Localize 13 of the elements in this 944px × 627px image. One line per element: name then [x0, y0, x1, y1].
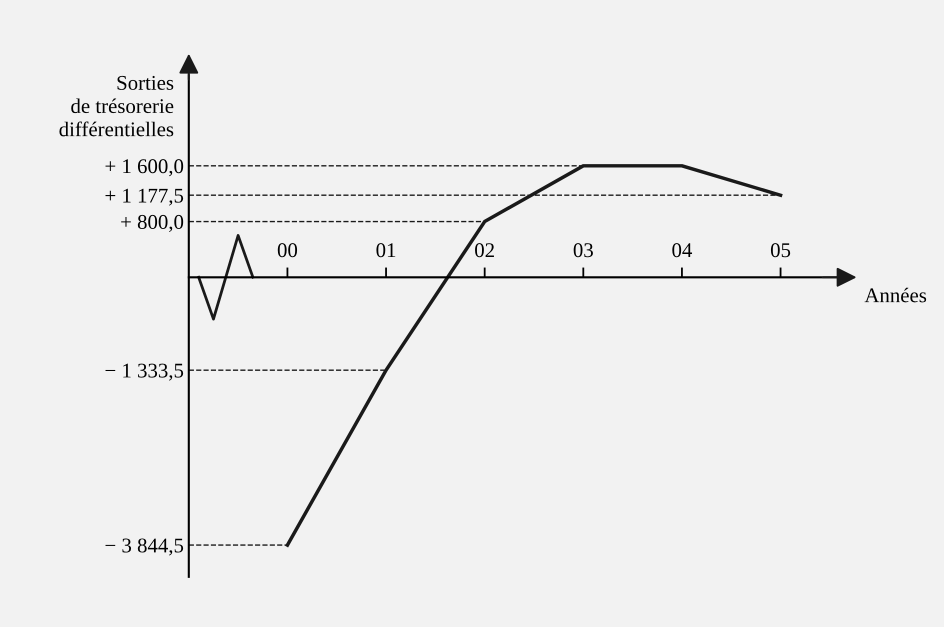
y-tick-label: + 1 177,5	[106, 188, 184, 206]
x-tick-label: 04	[672, 243, 692, 258]
y-tick-label: + 800,0	[121, 214, 184, 232]
y-tick-label: + 1 600,0	[106, 159, 184, 176]
y-tick-label: − 3 844,5	[106, 538, 184, 556]
x-tick-label: 00	[278, 243, 298, 258]
x-axis-title: Années	[864, 288, 926, 302]
x-tick-label: 02	[475, 243, 494, 258]
x-tick-label: 05	[770, 243, 790, 258]
x-tick-label: 03	[574, 243, 593, 258]
y-axis-title: Sorties de trésorerie différentielles	[59, 76, 174, 136]
x-tick-label: 01	[376, 243, 396, 258]
y-tick-label: − 1 333,5	[106, 364, 184, 381]
